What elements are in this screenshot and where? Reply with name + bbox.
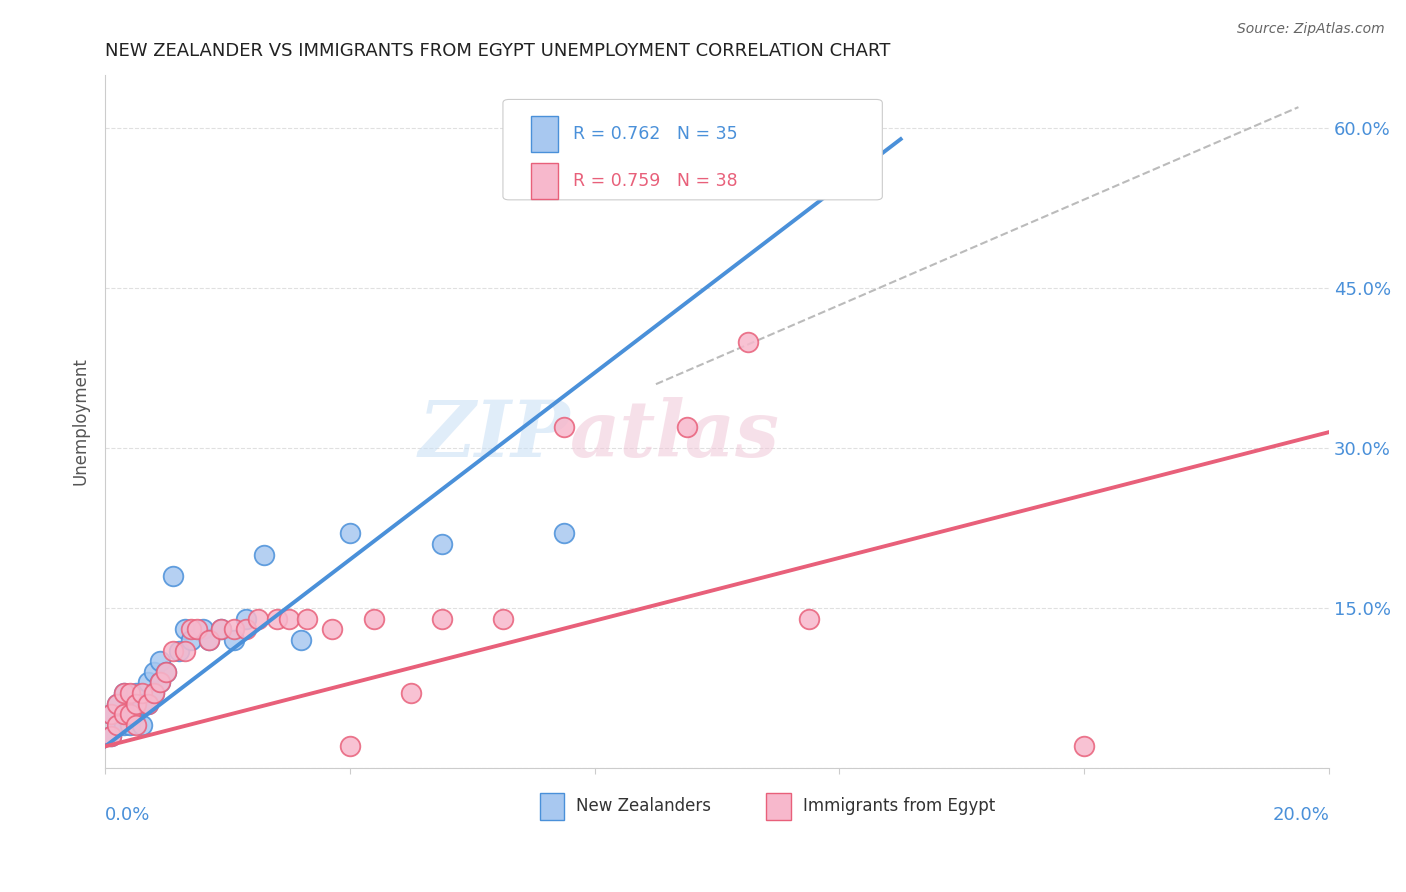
Point xyxy=(100,729,122,743)
Point xyxy=(180,632,202,647)
Point xyxy=(112,686,135,700)
Point xyxy=(162,569,184,583)
Point xyxy=(553,419,575,434)
FancyBboxPatch shape xyxy=(766,793,790,820)
Text: New Zealanders: New Zealanders xyxy=(576,797,711,815)
Point xyxy=(295,611,318,625)
Point xyxy=(162,643,184,657)
Point xyxy=(222,622,245,636)
Point xyxy=(118,697,141,711)
Point xyxy=(235,611,257,625)
FancyBboxPatch shape xyxy=(503,99,883,200)
Point xyxy=(112,707,135,722)
Point xyxy=(107,697,129,711)
Point xyxy=(167,643,190,657)
Point xyxy=(553,526,575,541)
FancyBboxPatch shape xyxy=(531,116,558,152)
Point xyxy=(1073,739,1095,754)
Point xyxy=(107,718,129,732)
Point xyxy=(118,686,141,700)
Point xyxy=(180,622,202,636)
Point xyxy=(768,159,790,173)
Point xyxy=(321,622,343,636)
Point xyxy=(125,707,148,722)
Text: NEW ZEALANDER VS IMMIGRANTS FROM EGYPT UNEMPLOYMENT CORRELATION CHART: NEW ZEALANDER VS IMMIGRANTS FROM EGYPT U… xyxy=(105,42,890,60)
Point xyxy=(191,622,214,636)
Point xyxy=(290,632,312,647)
Point xyxy=(100,707,122,722)
Point xyxy=(118,718,141,732)
Point xyxy=(266,611,288,625)
Point xyxy=(143,686,166,700)
Text: atlas: atlas xyxy=(571,397,780,474)
FancyBboxPatch shape xyxy=(540,793,564,820)
Point xyxy=(430,537,453,551)
Point xyxy=(125,697,148,711)
Point xyxy=(198,632,221,647)
Point xyxy=(155,665,177,679)
Point xyxy=(339,739,361,754)
Point xyxy=(131,686,153,700)
Y-axis label: Unemployment: Unemployment xyxy=(72,358,89,485)
Point xyxy=(797,611,820,625)
Point xyxy=(112,707,135,722)
Point xyxy=(149,675,172,690)
Point xyxy=(737,334,759,349)
Point xyxy=(399,686,422,700)
Point xyxy=(492,611,515,625)
Point xyxy=(186,622,208,636)
Text: R = 0.759   N = 38: R = 0.759 N = 38 xyxy=(572,172,737,190)
Point xyxy=(149,654,172,668)
Text: ZIP: ZIP xyxy=(419,397,571,474)
Point xyxy=(253,548,276,562)
Point xyxy=(100,707,122,722)
Point xyxy=(339,526,361,541)
Point xyxy=(112,686,135,700)
Point xyxy=(173,622,195,636)
Point xyxy=(149,675,172,690)
Point xyxy=(155,665,177,679)
Text: 20.0%: 20.0% xyxy=(1272,805,1329,824)
Text: 0.0%: 0.0% xyxy=(105,805,150,824)
Point xyxy=(118,707,141,722)
Point xyxy=(211,622,233,636)
Point xyxy=(136,697,159,711)
Text: Source: ZipAtlas.com: Source: ZipAtlas.com xyxy=(1237,22,1385,37)
Point xyxy=(107,718,129,732)
Point xyxy=(222,632,245,647)
Point xyxy=(675,419,697,434)
Point xyxy=(173,643,195,657)
FancyBboxPatch shape xyxy=(531,163,558,199)
Point xyxy=(430,611,453,625)
Point xyxy=(100,729,122,743)
Point xyxy=(363,611,385,625)
Point xyxy=(143,665,166,679)
Text: R = 0.762   N = 35: R = 0.762 N = 35 xyxy=(572,125,737,143)
Point xyxy=(125,686,148,700)
Point xyxy=(112,718,135,732)
Point xyxy=(211,622,233,636)
Point xyxy=(107,697,129,711)
Point xyxy=(277,611,299,625)
Text: Immigrants from Egypt: Immigrants from Egypt xyxy=(803,797,995,815)
Point xyxy=(125,718,148,732)
Point xyxy=(143,686,166,700)
Point xyxy=(131,697,153,711)
Point xyxy=(136,675,159,690)
Point xyxy=(247,611,270,625)
Point xyxy=(131,718,153,732)
Point xyxy=(235,622,257,636)
Point xyxy=(198,632,221,647)
Point xyxy=(136,697,159,711)
